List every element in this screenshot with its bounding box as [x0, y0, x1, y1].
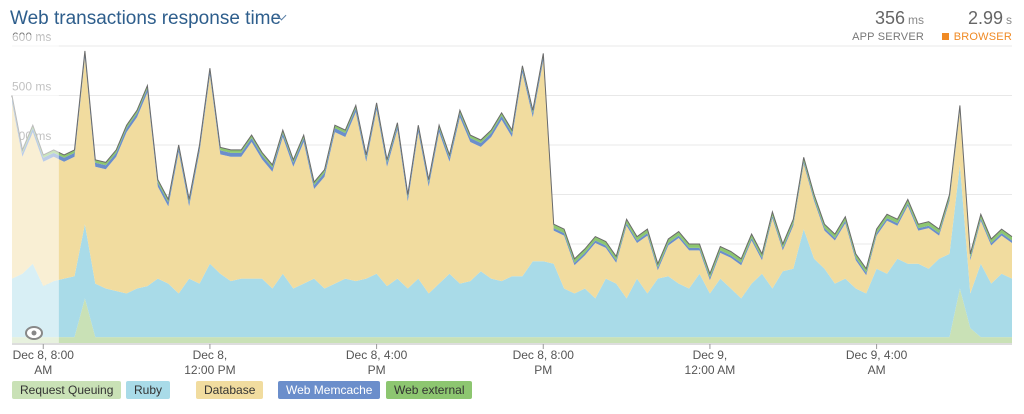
legend-item[interactable]: Request Queuing — [12, 381, 122, 399]
legend-item[interactable]: Web external — [386, 381, 473, 399]
summary-unit: s — [1006, 13, 1012, 27]
summary-value-row: 2.99 s — [942, 8, 1012, 29]
x-tick-label: Dec 8, 8:00 PM — [512, 348, 574, 377]
area-0 — [12, 288, 1012, 343]
area-2 — [12, 57, 1012, 299]
stack-outline — [11, 50, 1013, 276]
summary-value-row: 356 ms — [852, 8, 924, 29]
eye-pupil — [31, 330, 37, 336]
legend-item[interactable]: Ruby — [126, 381, 171, 399]
x-tick-label: Dec 9, 4:00 AM — [845, 348, 908, 377]
summary-label-text: APP SERVER — [852, 31, 924, 43]
x-tick-label: Dec 8, 12:00 PM — [184, 348, 236, 377]
faded-window — [12, 35, 59, 343]
summary-value: 2.99 — [967, 8, 1003, 28]
x-tick-label: Dec 8, 4:00 PM — [345, 348, 408, 377]
summary-unit: ms — [908, 13, 924, 27]
summary-swatch — [941, 33, 949, 40]
summary-label: APP SERVER — [852, 31, 924, 43]
summary-item: 2.99 s BROWSER — [941, 8, 1012, 43]
legend-item[interactable]: Database — [196, 381, 264, 399]
summary-value: 356 — [874, 8, 905, 28]
area-1 — [12, 164, 1012, 338]
chart-title[interactable]: Web transactions response time — [10, 8, 282, 29]
summary-label-text: BROWSER — [953, 31, 1012, 43]
x-tick-label: Dec 8, 8:00 AM — [12, 348, 74, 377]
legend-item[interactable]: Web Memcache — [278, 381, 381, 399]
summary-item: 356 ms APP SERVER — [852, 8, 924, 43]
summary-label: BROWSER — [941, 31, 1012, 43]
x-tick-label: Dec 9, 12:00 AM — [684, 348, 736, 377]
